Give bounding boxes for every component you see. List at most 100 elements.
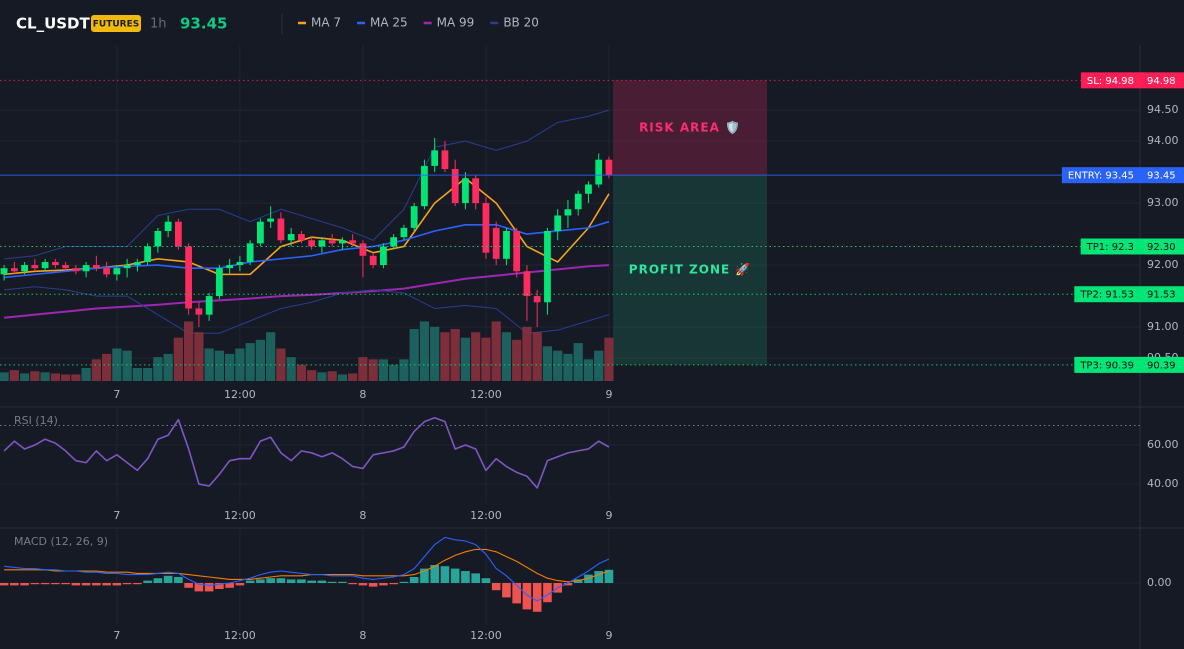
candle-body xyxy=(0,268,8,275)
legend-label: MA 25 xyxy=(370,16,408,30)
macd-histogram-bar xyxy=(153,578,163,583)
candle-body xyxy=(554,215,562,231)
pane xyxy=(0,536,614,612)
candle-body xyxy=(441,150,449,169)
level-label: TP3: 90.39 xyxy=(1079,360,1134,371)
volume-bar xyxy=(163,353,173,381)
badge-bg xyxy=(91,15,141,32)
candle-body xyxy=(31,265,39,269)
volume-bar xyxy=(440,332,450,381)
volume-bar xyxy=(40,372,50,381)
y-tick-label: 60.00 xyxy=(1147,438,1179,451)
legend-label: MA 7 xyxy=(311,16,341,30)
x-tick-label: 7 xyxy=(113,388,120,401)
level-axis-label: 92.30 xyxy=(1147,242,1176,253)
macd-histogram-bar xyxy=(440,566,450,583)
candle-body xyxy=(205,296,213,315)
candle-body xyxy=(82,265,90,272)
volume-bar xyxy=(276,348,286,381)
macd-histogram-bar xyxy=(481,578,491,583)
badge: FUTURES xyxy=(93,20,139,30)
volume-bar xyxy=(553,350,563,381)
volume-bar xyxy=(194,332,204,381)
x-tick-label: 8 xyxy=(359,509,366,522)
macd-histogram-bar xyxy=(389,583,398,585)
macd-histogram-bar xyxy=(471,573,480,583)
candle-body xyxy=(574,193,582,210)
level-label-bg xyxy=(1061,167,1184,184)
macd-histogram-bar xyxy=(276,578,286,583)
volume-bar xyxy=(532,332,542,381)
candle-body xyxy=(246,243,254,262)
macd-histogram-bar xyxy=(379,583,388,586)
candle-body xyxy=(492,227,500,259)
symbol: CL_USDT xyxy=(16,15,91,33)
candle-body xyxy=(257,221,264,244)
macd-histogram-bar xyxy=(92,583,101,586)
volume-bar xyxy=(327,371,337,381)
y-tick-label: 40.00 xyxy=(1147,477,1179,490)
candle-body xyxy=(267,218,275,222)
volume-bar xyxy=(337,374,348,381)
candle-body xyxy=(533,296,541,303)
x-tick-label: 12:00 xyxy=(224,388,256,401)
y-tick-label: 92.00 xyxy=(1147,258,1179,271)
level-label: TP2: 91.53 xyxy=(1079,290,1134,301)
candle-body xyxy=(595,159,603,185)
candle-body xyxy=(380,246,387,266)
volume-bar xyxy=(399,359,409,381)
candle-body xyxy=(236,261,244,266)
candle-body xyxy=(10,268,18,272)
x-tick-label: 12:00 xyxy=(224,509,256,522)
candle-body xyxy=(513,230,521,272)
level-label-bg xyxy=(1074,356,1184,373)
y-tick-label: 91.00 xyxy=(1147,320,1179,333)
candle-body xyxy=(503,230,510,259)
level-axis-label: 90.39 xyxy=(1147,360,1176,371)
candle-body xyxy=(298,234,305,241)
x-tick-label: 7 xyxy=(113,509,120,522)
level-label-bg xyxy=(1074,286,1184,303)
macd-histogram-bar xyxy=(174,577,183,583)
volume-bar xyxy=(245,343,255,381)
x-tick-label: 12:00 xyxy=(470,509,502,522)
macd-histogram-bar xyxy=(0,583,9,586)
legend: MA 7 MA 25 MA 99 BB 20 xyxy=(298,16,539,30)
macd-histogram-bar xyxy=(204,583,214,592)
volume-bar xyxy=(204,348,214,381)
x-tick-label: 8 xyxy=(359,629,366,642)
candle-body xyxy=(544,230,551,303)
signal-line xyxy=(4,548,610,583)
macd-histogram-bar xyxy=(40,583,50,585)
candle-body xyxy=(523,271,531,297)
interval[interactable]: 1h xyxy=(150,17,167,32)
macd-histogram-bar xyxy=(420,568,429,583)
candle-body xyxy=(133,261,141,266)
macd-histogram-bar xyxy=(573,579,583,583)
zone-label: PROFIT ZONE 🚀 xyxy=(629,263,752,277)
candle-body xyxy=(369,255,377,266)
candle-body xyxy=(174,221,182,247)
level-axis-label: 91.53 xyxy=(1147,290,1176,301)
volume-bar xyxy=(266,332,276,381)
macd-histogram-bar xyxy=(215,583,224,589)
volume-bar xyxy=(419,321,430,381)
pane xyxy=(0,416,1140,489)
x-tick-label: 9 xyxy=(605,388,612,401)
volume-bar xyxy=(255,339,266,381)
macd-histogram-bar xyxy=(532,583,542,612)
candle-body xyxy=(359,243,367,256)
macd-histogram-bar xyxy=(430,565,439,583)
macd-histogram-bar xyxy=(51,583,60,585)
macd-histogram-bar xyxy=(163,575,173,583)
macd-histogram-bar xyxy=(543,583,552,603)
legend-label: BB 20 xyxy=(503,16,539,30)
candle-body xyxy=(462,178,469,204)
macd-histogram-bar xyxy=(297,579,306,583)
x-tick-label: 12:00 xyxy=(470,629,502,642)
candle-body xyxy=(113,268,121,275)
macd-histogram-bar xyxy=(61,583,70,585)
volume-bar xyxy=(563,353,573,381)
macd-histogram-bar xyxy=(256,579,265,583)
